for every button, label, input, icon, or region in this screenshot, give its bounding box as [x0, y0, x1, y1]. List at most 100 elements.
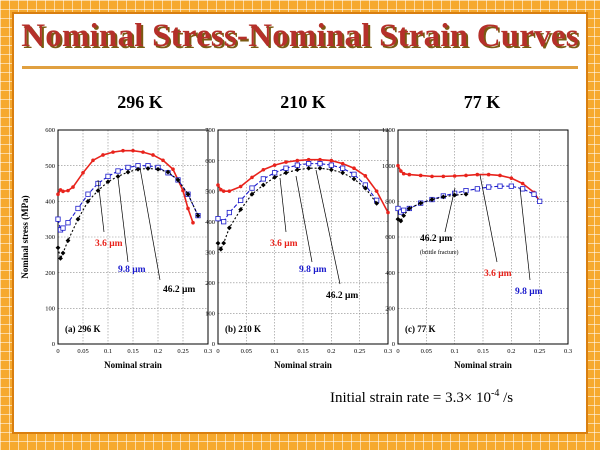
annotation-leader: [479, 174, 498, 263]
data-point: [161, 158, 165, 163]
x-tick-label: 0.1: [104, 348, 112, 355]
y-tick-label: 600: [205, 158, 215, 165]
data-point: [284, 160, 288, 164]
data-point: [75, 205, 81, 212]
strain-rate-prefix: Initial strain rate = 3.3× 10: [330, 390, 492, 406]
series-annotation: (brittle fracture): [420, 249, 458, 256]
data-point: [294, 167, 300, 173]
data-point: [440, 194, 446, 200]
annotation-leader: [139, 167, 161, 281]
data-point: [531, 191, 537, 197]
data-point: [464, 173, 468, 178]
data-point: [151, 153, 155, 157]
data-point: [60, 225, 66, 231]
x-tick-label: 0.3: [564, 348, 572, 355]
x-tick-label: 0.2: [154, 348, 162, 355]
data-point: [401, 213, 407, 218]
annotation-leader: [295, 175, 313, 263]
data-point: [509, 176, 514, 180]
plot-frame: [217, 129, 389, 345]
x-tick-label: 0: [216, 348, 219, 355]
plot-frame: [57, 129, 209, 345]
data-point: [191, 220, 195, 225]
series-line-2: [217, 167, 378, 251]
panel-label: (a) 296 K: [65, 324, 101, 334]
data-point: [125, 169, 131, 175]
data-point: [340, 170, 346, 176]
x-tick-label: 0.1: [451, 348, 459, 355]
data-point: [418, 173, 423, 178]
data-point: [71, 185, 75, 189]
data-point: [215, 216, 221, 222]
data-point: [226, 225, 232, 231]
y-tick-label: 400: [45, 199, 55, 206]
data-point: [135, 166, 141, 172]
annotation-leader: [519, 187, 531, 281]
data-point: [227, 189, 232, 193]
series-line-0: [57, 149, 194, 223]
x-tick-label: 0: [56, 348, 59, 355]
data-point: [498, 173, 502, 178]
data-point: [362, 185, 368, 191]
y-tick-label: 600: [45, 127, 55, 134]
chart-1: 0 0.05 0.1 0.15 0.2 0.25 0.3010020030040050060…: [205, 127, 392, 370]
slide-title: Nominal Stress-Nominal Strain Curves: [21, 18, 579, 54]
data-point: [520, 186, 526, 192]
data-point: [55, 245, 61, 251]
x-tick-label: 0.1: [271, 348, 279, 355]
plot-frame: [397, 129, 569, 345]
data-point: [363, 174, 368, 178]
data-point: [261, 167, 266, 172]
data-point: [101, 153, 105, 157]
y-tick-label: 800: [385, 199, 395, 206]
series-line-2: [397, 193, 467, 222]
data-point: [145, 166, 151, 171]
data-point: [398, 218, 404, 224]
y-tick-label: 200: [45, 270, 55, 277]
data-point: [351, 171, 357, 177]
data-point: [219, 187, 223, 192]
data-point: [395, 216, 401, 222]
data-point: [306, 161, 312, 167]
data-point: [185, 191, 191, 197]
y-tick-label: 400: [205, 219, 215, 226]
annotation-leader: [117, 177, 129, 263]
x-axis-label: Nominal strain: [104, 360, 162, 370]
data-point: [181, 188, 185, 193]
data-point: [441, 174, 446, 179]
data-point: [406, 206, 412, 211]
data-point: [218, 246, 224, 252]
data-point: [474, 186, 480, 192]
data-point: [429, 197, 435, 202]
series-annotation: 3.6 μm: [484, 269, 512, 279]
title-underline: [22, 66, 578, 69]
data-point: [125, 164, 131, 171]
data-point: [58, 256, 63, 261]
panel-label: (b) 210 K: [225, 324, 261, 334]
data-point: [85, 198, 91, 204]
x-tick-label: 0.2: [327, 348, 335, 355]
y-tick-label: 200: [205, 280, 215, 287]
data-point: [486, 172, 491, 177]
x-tick-label: 0.05: [241, 348, 252, 355]
series-annotation: 9.8 μm: [515, 287, 543, 297]
data-point: [260, 176, 266, 182]
x-tick-label: 0.25: [534, 348, 545, 355]
data-point: [520, 181, 525, 186]
series-line-1: [217, 163, 378, 223]
data-point: [171, 167, 175, 172]
x-tick-label: 0.3: [204, 348, 212, 355]
y-tick-label: 200: [385, 306, 395, 313]
data-point: [238, 184, 243, 189]
data-point: [186, 206, 190, 211]
data-point: [463, 191, 469, 197]
y-tick-label: 600: [385, 234, 395, 241]
data-point: [401, 207, 407, 213]
data-point: [115, 168, 121, 174]
temperature-label-210: 210 K: [280, 92, 326, 112]
data-point: [306, 157, 311, 162]
data-point: [131, 148, 135, 153]
data-point: [105, 173, 111, 179]
data-point: [61, 189, 65, 194]
